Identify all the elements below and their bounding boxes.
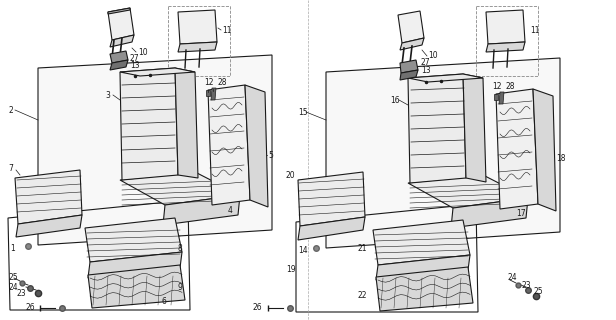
Text: 11: 11: [222, 26, 232, 35]
Polygon shape: [206, 90, 210, 96]
Polygon shape: [16, 215, 82, 237]
Text: 24: 24: [8, 283, 18, 292]
Polygon shape: [298, 172, 365, 226]
Polygon shape: [208, 85, 250, 205]
Polygon shape: [533, 89, 556, 211]
Text: 12: 12: [492, 82, 501, 91]
Text: 24: 24: [508, 274, 517, 283]
Text: 15: 15: [298, 108, 307, 116]
Text: 10: 10: [428, 51, 437, 60]
Text: 23: 23: [522, 281, 532, 290]
Polygon shape: [298, 217, 365, 240]
Polygon shape: [408, 74, 466, 183]
Text: 18: 18: [556, 154, 565, 163]
Polygon shape: [494, 94, 498, 100]
Text: 19: 19: [286, 266, 296, 275]
Text: 22: 22: [358, 291, 368, 300]
Polygon shape: [376, 267, 473, 311]
Polygon shape: [108, 8, 130, 14]
Text: 26: 26: [253, 303, 262, 313]
Polygon shape: [178, 10, 217, 44]
Text: 28: 28: [218, 77, 227, 86]
Polygon shape: [211, 88, 216, 100]
Text: 9: 9: [178, 284, 183, 292]
Text: 10: 10: [138, 47, 148, 57]
Text: 13: 13: [130, 60, 140, 69]
Polygon shape: [245, 85, 268, 207]
Polygon shape: [398, 11, 424, 43]
Polygon shape: [326, 58, 560, 248]
Polygon shape: [499, 92, 504, 104]
Text: 27: 27: [421, 58, 431, 67]
Polygon shape: [88, 252, 182, 278]
Text: 6: 6: [162, 298, 167, 307]
Polygon shape: [163, 195, 240, 225]
Polygon shape: [110, 35, 134, 47]
Text: 25: 25: [8, 274, 18, 283]
Text: 25: 25: [534, 287, 544, 297]
Text: 2: 2: [8, 106, 13, 115]
Text: 23: 23: [16, 289, 26, 298]
Text: 8: 8: [178, 244, 183, 252]
Polygon shape: [408, 175, 528, 208]
Text: 3: 3: [105, 91, 110, 100]
Polygon shape: [110, 51, 128, 63]
Text: 4: 4: [228, 205, 233, 214]
Polygon shape: [486, 42, 525, 52]
Polygon shape: [120, 172, 240, 205]
Text: 16: 16: [390, 95, 400, 105]
Text: 28: 28: [506, 82, 516, 91]
Text: 7: 7: [8, 164, 13, 172]
Text: 5: 5: [268, 150, 273, 159]
Polygon shape: [408, 74, 483, 82]
Polygon shape: [373, 220, 470, 265]
Polygon shape: [451, 198, 528, 228]
Polygon shape: [400, 70, 418, 80]
Polygon shape: [496, 89, 538, 209]
Polygon shape: [400, 60, 418, 73]
Polygon shape: [120, 68, 195, 76]
Polygon shape: [38, 55, 272, 245]
Polygon shape: [85, 218, 182, 262]
Text: 21: 21: [358, 244, 368, 252]
Text: 17: 17: [516, 209, 525, 218]
Text: 11: 11: [530, 26, 540, 35]
Text: 14: 14: [298, 245, 307, 254]
Text: 12: 12: [204, 77, 214, 86]
Polygon shape: [120, 68, 178, 180]
Polygon shape: [175, 68, 198, 178]
Text: 20: 20: [286, 171, 296, 180]
Polygon shape: [15, 170, 82, 224]
Polygon shape: [486, 10, 525, 44]
Text: 13: 13: [421, 66, 431, 75]
Text: 26: 26: [25, 303, 34, 313]
Text: 1: 1: [10, 244, 15, 252]
Polygon shape: [376, 255, 470, 280]
Polygon shape: [463, 74, 486, 182]
Polygon shape: [88, 265, 185, 308]
Text: 27: 27: [130, 53, 140, 62]
Polygon shape: [178, 42, 217, 52]
Polygon shape: [110, 60, 128, 70]
Polygon shape: [400, 38, 424, 50]
Polygon shape: [108, 8, 134, 40]
